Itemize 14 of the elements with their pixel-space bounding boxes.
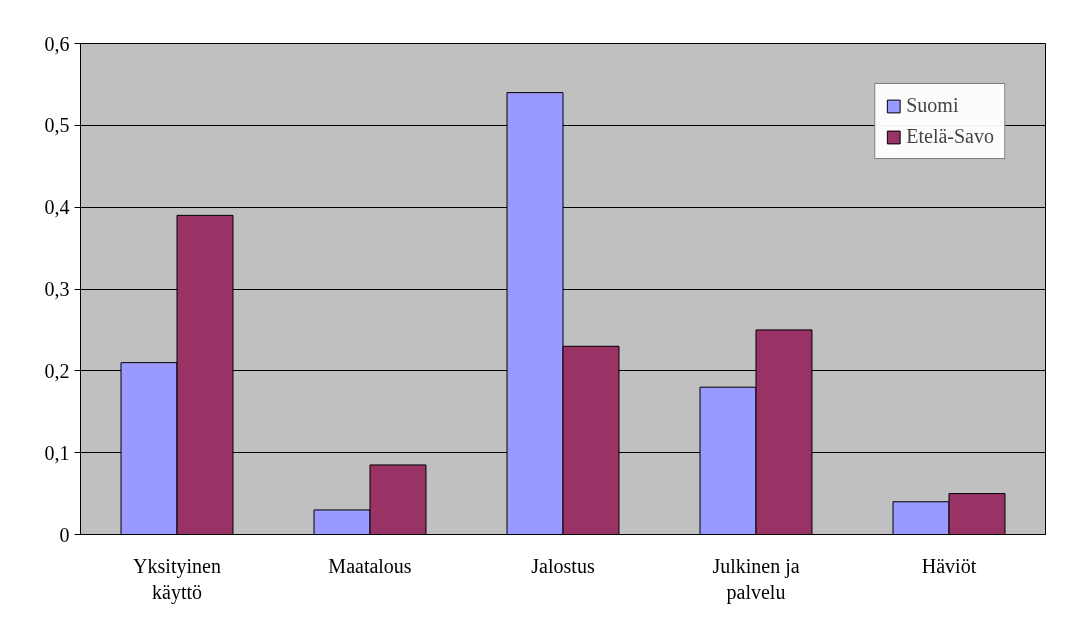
- y-tick-label: 0: [59, 523, 70, 546]
- y-tick-label: 0,4: [44, 196, 70, 219]
- x-tick-label: Julkinen ja palvelu: [712, 554, 800, 604]
- y-tick-label: 0,5: [44, 114, 70, 137]
- y-tick-label: 0,1: [44, 441, 70, 464]
- y-tick-label: 0,6: [44, 32, 70, 55]
- legend-label: Suomi: [906, 94, 959, 117]
- x-tick-label: Maatalous: [328, 554, 412, 577]
- y-tick-label: 0,3: [44, 278, 70, 300]
- x-tick-label: Yksityinen käyttö: [133, 554, 221, 604]
- x-tick-label: Jalostus: [531, 554, 595, 577]
- y-tick-label: 0,2: [44, 359, 70, 382]
- x-tick-label: Häviöt: [921, 554, 977, 577]
- legend-label: Etelä-Savo: [906, 125, 994, 148]
